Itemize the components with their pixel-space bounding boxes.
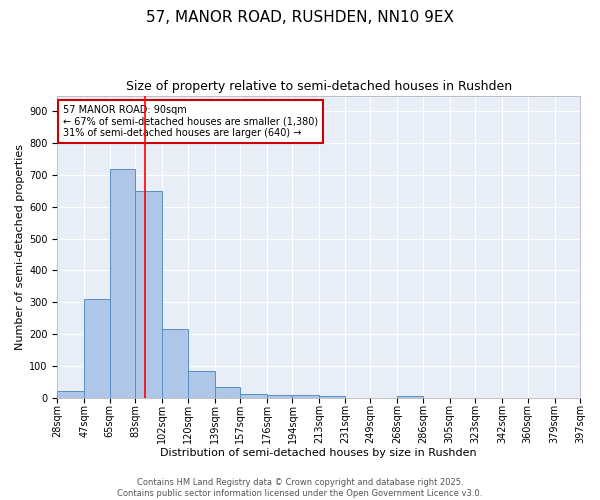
Bar <box>135 191 162 398</box>
Bar <box>188 370 215 398</box>
Bar <box>240 394 267 398</box>
Bar <box>215 386 240 398</box>
Y-axis label: Number of semi-detached properties: Number of semi-detached properties <box>15 144 25 350</box>
Title: Size of property relative to semi-detached houses in Rushden: Size of property relative to semi-detach… <box>125 80 512 93</box>
Bar <box>162 330 188 398</box>
Bar <box>319 396 345 398</box>
Text: 57, MANOR ROAD, RUSHDEN, NN10 9EX: 57, MANOR ROAD, RUSHDEN, NN10 9EX <box>146 10 454 25</box>
Bar <box>84 299 110 398</box>
Text: 57 MANOR ROAD: 90sqm
← 67% of semi-detached houses are smaller (1,380)
31% of se: 57 MANOR ROAD: 90sqm ← 67% of semi-detac… <box>62 104 318 138</box>
Bar <box>58 392 84 398</box>
Bar <box>267 394 292 398</box>
X-axis label: Distribution of semi-detached houses by size in Rushden: Distribution of semi-detached houses by … <box>160 448 477 458</box>
Bar <box>110 168 135 398</box>
Bar <box>397 396 423 398</box>
Text: Contains HM Land Registry data © Crown copyright and database right 2025.
Contai: Contains HM Land Registry data © Crown c… <box>118 478 482 498</box>
Bar <box>292 395 319 398</box>
